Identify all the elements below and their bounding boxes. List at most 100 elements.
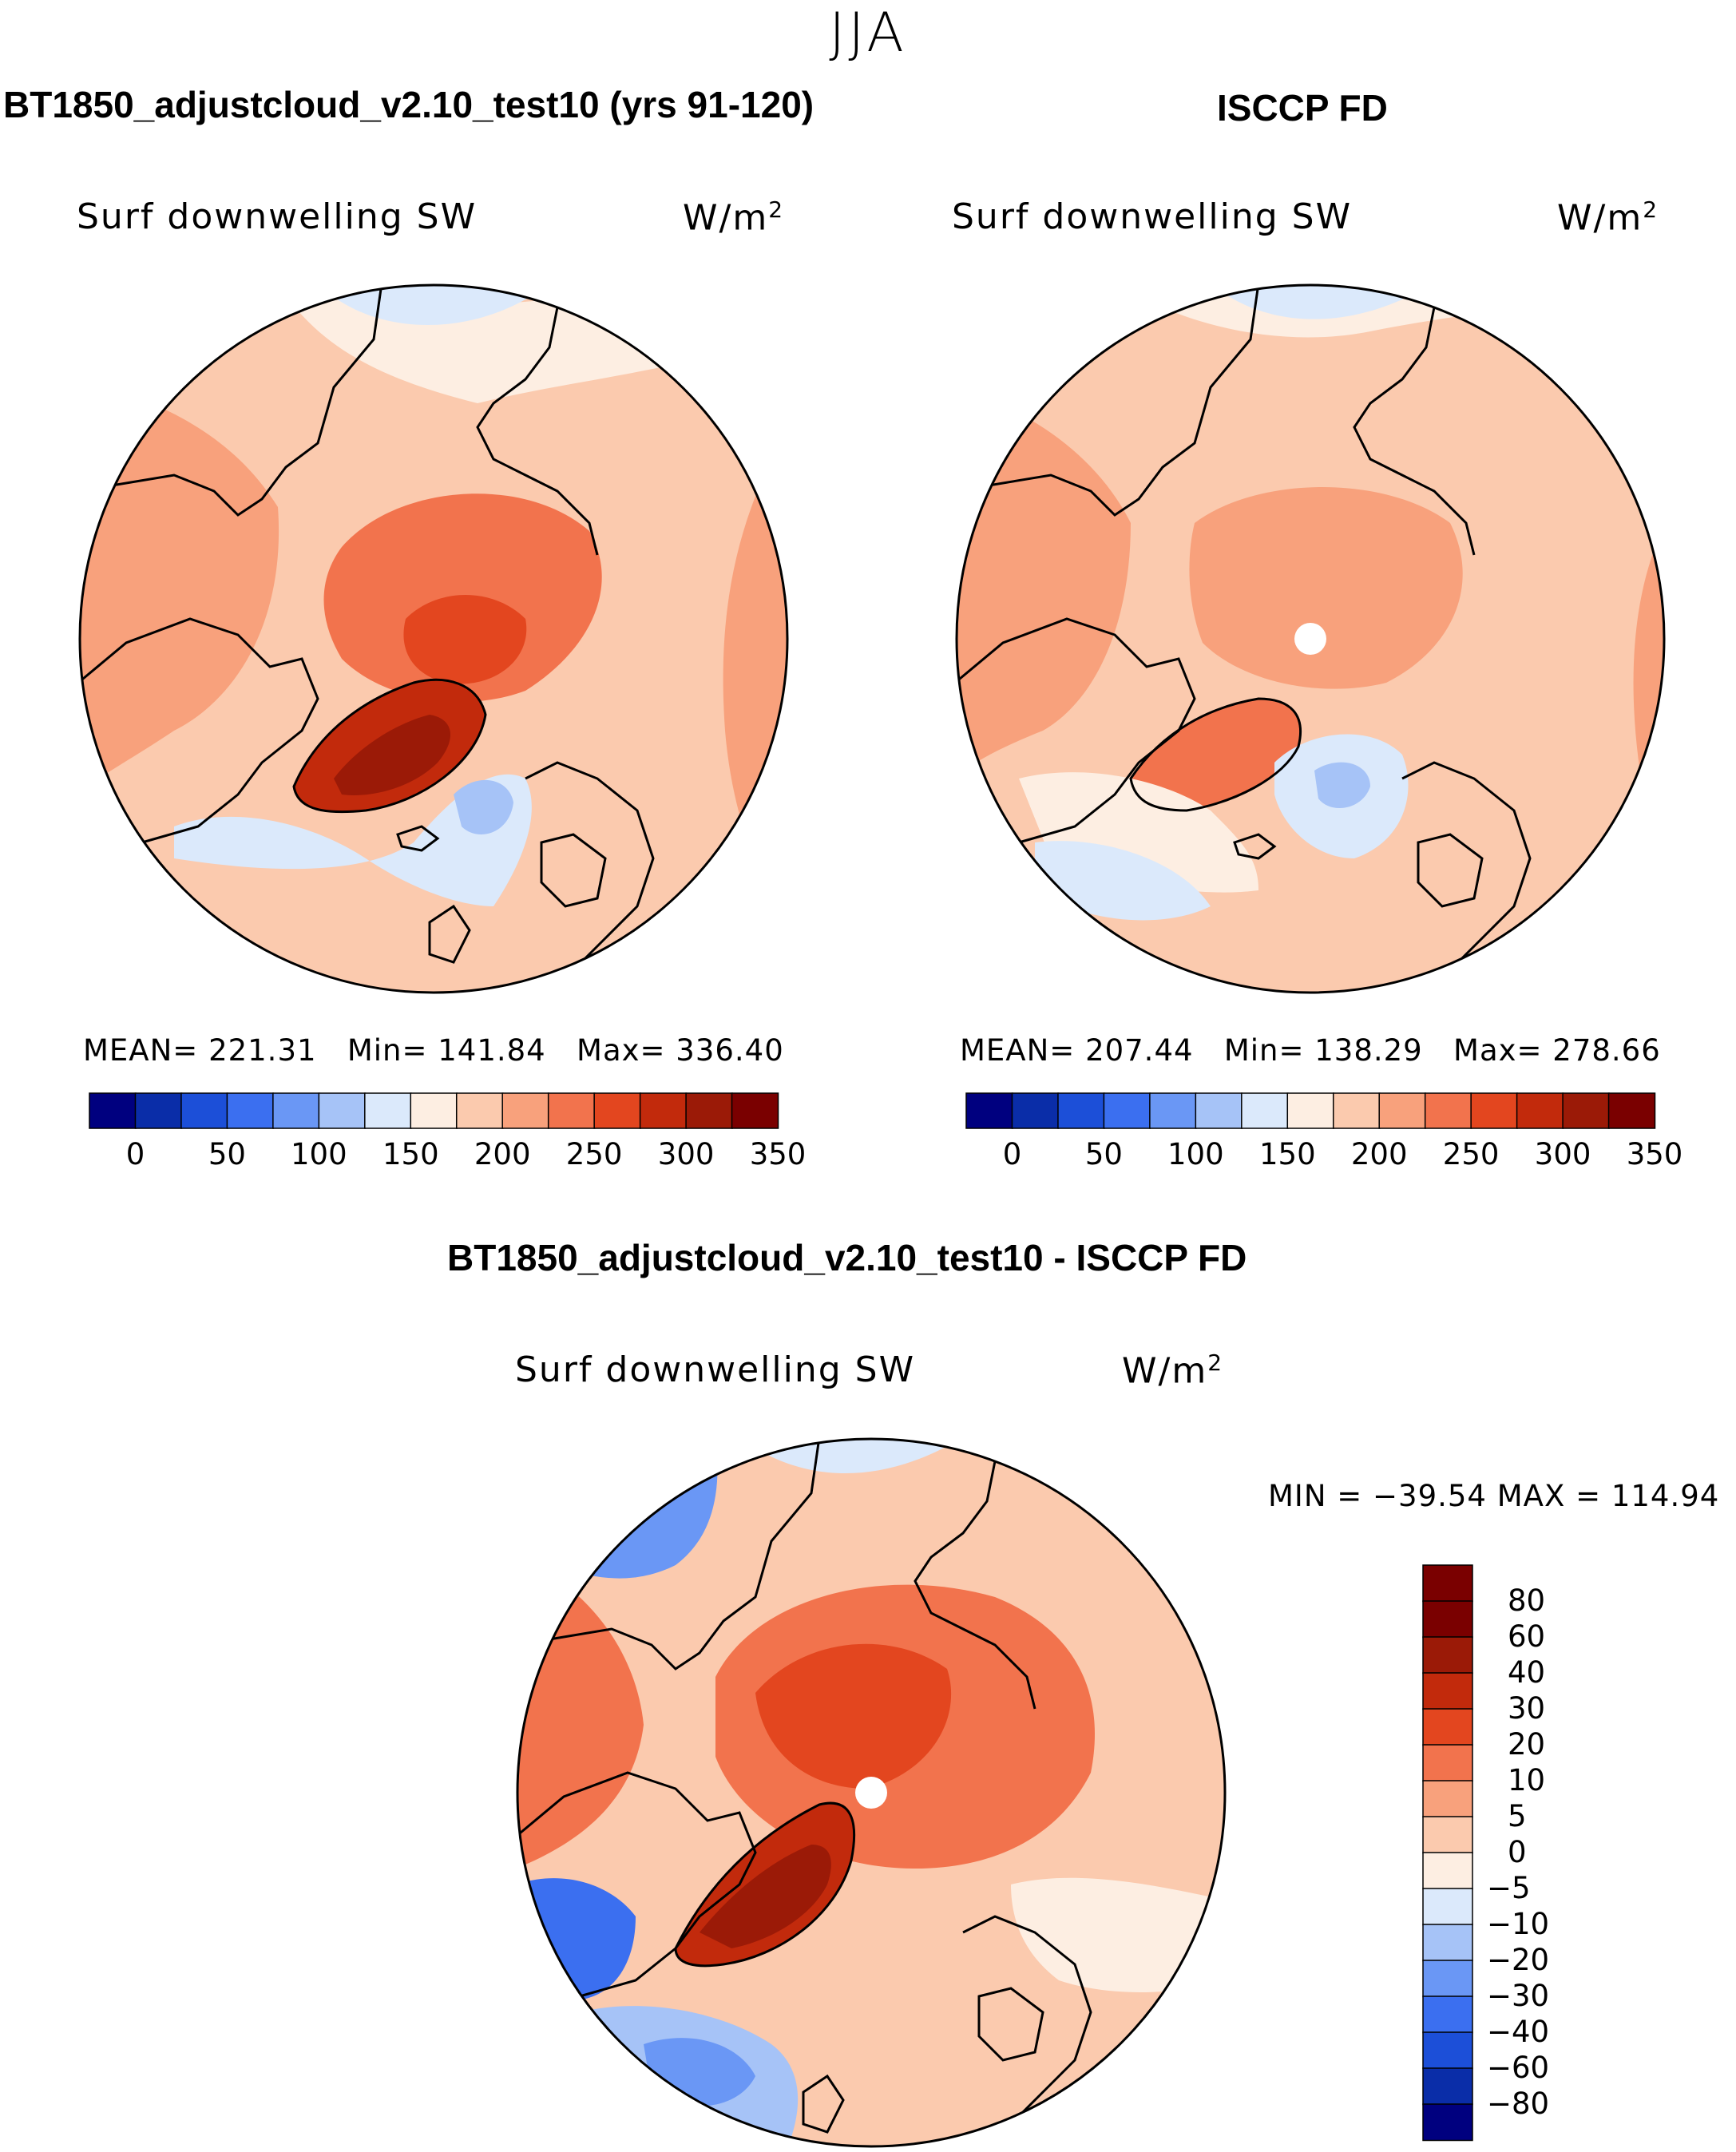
panel3-field-red-center	[755, 1643, 952, 1789]
colorbar-swatch	[685, 1092, 733, 1129]
panel3-coast-scandinavia	[977, 1987, 1044, 2062]
colorbar-tick-label: 300	[1534, 1137, 1591, 1171]
colorbar-tick-label: 60	[1508, 1619, 1546, 1654]
panel2-variable: Surf downwelling SW	[952, 196, 1353, 237]
panel2-field-orange-left	[957, 387, 1131, 779]
panel2-stats: MEAN= 207.44 Min= 138.29 Max= 278.66	[960, 1033, 1661, 1068]
colorbar-swatch	[1422, 1780, 1473, 1818]
colorbar-swatch	[1422, 1888, 1473, 1926]
panel1-field-red-core	[403, 595, 527, 684]
panel3-colorbar-ticks: 80 60 40 30 20 10 5 0 −5 −10 −20 −30 −40 −60 −80	[1487, 1565, 1583, 2140]
panel2-colorbar	[965, 1092, 1656, 1129]
panel2-title: ISCCP FD	[1217, 87, 1388, 129]
panel2-field-blue-patch	[1314, 762, 1370, 808]
colorbar-tick-label: 5	[1508, 1799, 1527, 1833]
colorbar-tick-label: 0	[125, 1137, 145, 1171]
panel1-title: BT1850_adjustcloud_v2.10_test10 (yrs 91-…	[3, 84, 814, 125]
colorbar-swatch	[1422, 1600, 1473, 1639]
panel1-coast-uk	[428, 904, 471, 964]
colorbar-swatch	[731, 1092, 779, 1129]
panel3-coast-uk	[802, 2074, 845, 2134]
colorbar-swatch	[1332, 1092, 1381, 1129]
panel3-coast-greenland	[674, 1801, 856, 1968]
colorbar-swatch	[547, 1092, 596, 1129]
panel2-map	[955, 283, 1666, 994]
panel3-pole-hole	[855, 1777, 887, 1809]
colorbar-swatch	[1422, 2031, 1473, 2070]
colorbar-swatch	[501, 1092, 549, 1129]
colorbar-swatch	[1422, 1960, 1473, 1998]
colorbar-swatch	[1607, 1092, 1656, 1129]
colorbar-tick-label: 80	[1508, 1583, 1546, 1618]
colorbar-swatch	[226, 1092, 275, 1129]
colorbar-tick-label: 300	[657, 1137, 715, 1171]
panel2-coast-siberia	[1353, 307, 1476, 556]
panel2-colorbar-ticks: 0 50 100 150 200 250 300 350	[966, 1137, 1683, 1177]
colorbar-swatch	[1057, 1092, 1105, 1129]
panel2-field-orange-center	[1189, 487, 1463, 689]
panel3-field-lightblue-right	[1011, 1877, 1225, 1992]
colorbar-tick-label: 200	[1350, 1137, 1408, 1171]
panel1-units: W/m2	[683, 196, 785, 239]
panel1-coast-siberia	[476, 307, 599, 556]
panel3-colorbar	[1422, 1564, 1473, 2142]
colorbar-swatch	[1422, 1852, 1473, 1890]
panel2-map-border	[955, 283, 1666, 994]
colorbar-tick-label: −40	[1487, 2015, 1550, 2049]
panel2-coast-canada	[957, 617, 1196, 860]
colorbar-tick-label: 10	[1508, 1763, 1546, 1797]
colorbar-swatch	[965, 1092, 1013, 1129]
colorbar-swatch	[1470, 1092, 1518, 1129]
panel3-minmax: MIN = −39.54 MAX = 114.94	[1268, 1479, 1720, 1513]
colorbar-swatch	[455, 1092, 504, 1129]
colorbar-swatch	[89, 1092, 137, 1129]
colorbar-tick-label: 350	[749, 1137, 807, 1171]
colorbar-swatch	[1422, 1564, 1473, 1603]
panel1-coast-scandinavia	[540, 833, 607, 908]
colorbar-tick-label: 0	[1508, 1835, 1527, 1869]
season-title: JJA	[829, 2, 907, 65]
colorbar-swatch	[272, 1092, 320, 1129]
panel3-coast-asia	[517, 1439, 821, 1670]
panel2-coast-iceland	[1233, 833, 1277, 860]
panel1-field-lightblue-atl	[174, 774, 532, 906]
colorbar-tick-label: 250	[565, 1137, 623, 1171]
colorbar-swatch	[1422, 1636, 1473, 1674]
panel2-field-lightblue-atl	[1035, 841, 1211, 921]
colorbar-tick-label: 40	[1508, 1655, 1546, 1690]
colorbar-tick-label: 350	[1626, 1137, 1683, 1171]
panel1-coast-iceland	[396, 825, 440, 852]
colorbar-swatch	[1562, 1092, 1610, 1129]
panel3-variable: Surf downwelling SW	[515, 1349, 916, 1390]
colorbar-tick-label: 200	[474, 1137, 531, 1171]
colorbar-tick-label: 50	[1084, 1137, 1123, 1171]
colorbar-swatch	[1422, 1816, 1473, 1854]
colorbar-swatch	[364, 1092, 412, 1129]
colorbar-swatch	[318, 1092, 367, 1129]
colorbar-tick-label: −30	[1487, 1979, 1550, 2013]
panel1-map-border	[78, 283, 789, 994]
colorbar-swatch	[1422, 1995, 1473, 2034]
panel1-colorbar	[89, 1092, 779, 1129]
colorbar-tick-label: −5	[1487, 1871, 1531, 1905]
panel2-coast-scandinavia	[1417, 833, 1484, 908]
colorbar-swatch	[1424, 1092, 1472, 1129]
colorbar-swatch	[1422, 1708, 1473, 1746]
colorbar-swatch	[1422, 2067, 1473, 2106]
colorbar-swatch	[593, 1092, 641, 1129]
panel2-field-greenland	[1131, 699, 1301, 810]
colorbar-tick-label: 150	[382, 1137, 439, 1171]
panel1-coast-canada	[80, 617, 319, 860]
panel2-pole-hole	[1294, 623, 1326, 655]
colorbar-swatch	[1422, 2103, 1473, 2142]
panel3-field-greenland-core	[700, 1845, 831, 1948]
colorbar-tick-label: 30	[1508, 1691, 1546, 1726]
colorbar-swatch	[1422, 1672, 1473, 1710]
colorbar-swatch	[1422, 1744, 1473, 1782]
panel1-coast-asia	[80, 285, 383, 517]
colorbar-swatch	[639, 1092, 688, 1129]
panel1-colorbar-ticks: 0 50 100 150 200 250 300 350	[89, 1137, 807, 1177]
colorbar-tick-label: −60	[1487, 2051, 1550, 2085]
colorbar-tick-label: 50	[208, 1137, 246, 1171]
panel2-units: W/m2	[1557, 196, 1659, 239]
